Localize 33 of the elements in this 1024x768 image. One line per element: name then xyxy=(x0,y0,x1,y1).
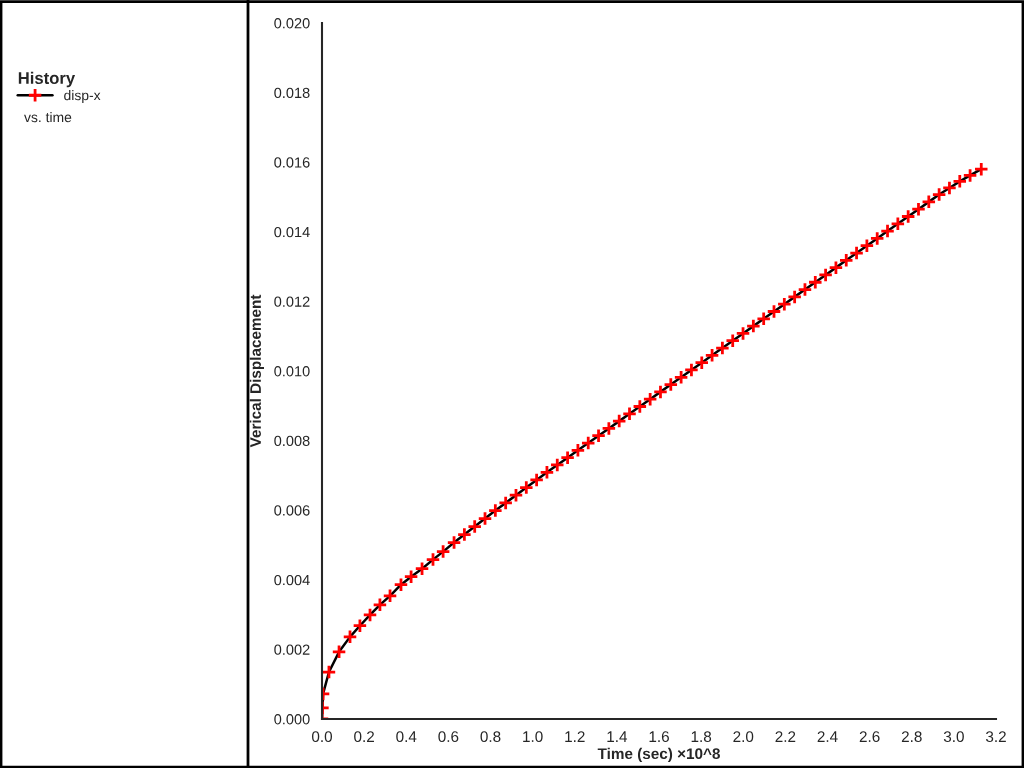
text: vs. time xyxy=(24,112,72,123)
x-tick-label: 0.8 xyxy=(480,731,501,743)
x-tick-label: 2.2 xyxy=(775,731,796,742)
x-tick-label: 0.2 xyxy=(354,731,374,743)
x-tick-label: 0.6 xyxy=(438,731,459,743)
y-tick-label: 0.018 xyxy=(274,87,310,99)
x-tick-label: 1.0 xyxy=(523,731,543,743)
x-tick-label: 0.4 xyxy=(396,731,417,743)
x-tick-label: 3.2 xyxy=(985,731,1006,743)
x-tick-label: 1.6 xyxy=(649,731,669,743)
x-tick-label: 1.2 xyxy=(565,731,585,742)
y-tick-label: 0.010 xyxy=(274,366,310,377)
y-tick-label: 0.014 xyxy=(274,226,310,238)
x-tick-label: 1.4 xyxy=(607,731,628,742)
x-tick-label: 1.8 xyxy=(691,731,712,743)
y-tick-label: 0.020 xyxy=(274,18,310,29)
y-tick-label: 0.006 xyxy=(274,505,310,516)
x-axis-title: Time (sec) ×10^8 xyxy=(597,747,720,763)
y-tick-label: 0.016 xyxy=(274,157,310,168)
legend-title: History xyxy=(18,71,76,88)
x-tick-label: 0.0 xyxy=(311,731,333,743)
x-tick-label: 2.0 xyxy=(733,731,754,743)
y-tick-label: 0.000 xyxy=(274,714,310,725)
x-tick-label: 2.6 xyxy=(859,731,880,743)
x-tick-label: 3.0 xyxy=(943,731,964,743)
y-tick-label: 0.004 xyxy=(274,574,310,586)
legend-label: disp-x xyxy=(64,90,101,103)
x-tick-label: 2.8 xyxy=(901,731,922,743)
y-tick-label: 0.002 xyxy=(274,644,310,655)
y-tick-label: 0.012 xyxy=(274,296,310,307)
y-axis-title: Verical Displacement xyxy=(249,294,264,448)
x-tick-label: 2.4 xyxy=(817,731,838,742)
y-tick-label: 0.008 xyxy=(274,435,310,447)
